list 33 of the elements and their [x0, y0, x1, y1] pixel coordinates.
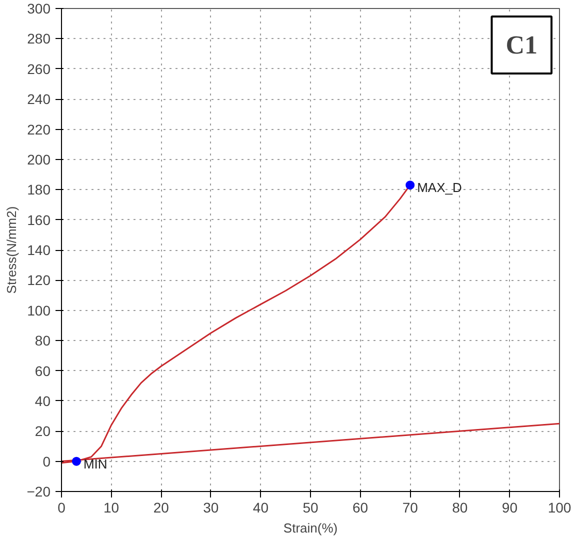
x-tick-label: 70: [402, 500, 418, 516]
y-tick-label: 40: [34, 392, 51, 409]
y-tick-label: 220: [27, 121, 51, 138]
y-tick-label: 60: [34, 362, 51, 379]
annotation: C1: [506, 30, 538, 60]
x-tick-label: 20: [153, 500, 170, 516]
y-tick-label: 0: [42, 453, 51, 470]
y-tick-label: 280: [27, 30, 51, 47]
x-axis-title: Strain(%): [283, 520, 338, 536]
y-tick-label: 300: [27, 0, 51, 16]
x-tick-label: 90: [502, 500, 518, 516]
y-tick-label: 260: [27, 60, 51, 77]
y-tick-label: 20: [34, 423, 51, 440]
x-tick-label: 40: [252, 500, 269, 516]
x-tick-label: 50: [302, 500, 318, 516]
y-tick-label: 200: [27, 151, 51, 168]
y-axis-title: Stress(N/mm2): [4, 206, 19, 294]
x-tick-label: 100: [548, 500, 572, 516]
x-tick-label: 0: [58, 500, 66, 516]
y-tick-label: 240: [27, 91, 51, 108]
x-tick-label: 30: [203, 500, 219, 516]
y-tick-label: 180: [27, 182, 51, 198]
annotation: MIN: [83, 456, 108, 472]
y-tick-label: 100: [27, 302, 51, 318]
y-tick-label: 120: [27, 272, 51, 288]
y-tick-label: −20: [26, 484, 51, 500]
x-tick-label: 60: [352, 500, 368, 516]
x-tick-label: 10: [104, 500, 120, 516]
y-tick-label: 80: [34, 332, 51, 349]
x-tick-label: 80: [452, 500, 468, 516]
y-tick-label: 140: [27, 242, 51, 258]
annotation: MAX_D: [417, 180, 462, 196]
y-tick-label: 160: [27, 212, 51, 228]
